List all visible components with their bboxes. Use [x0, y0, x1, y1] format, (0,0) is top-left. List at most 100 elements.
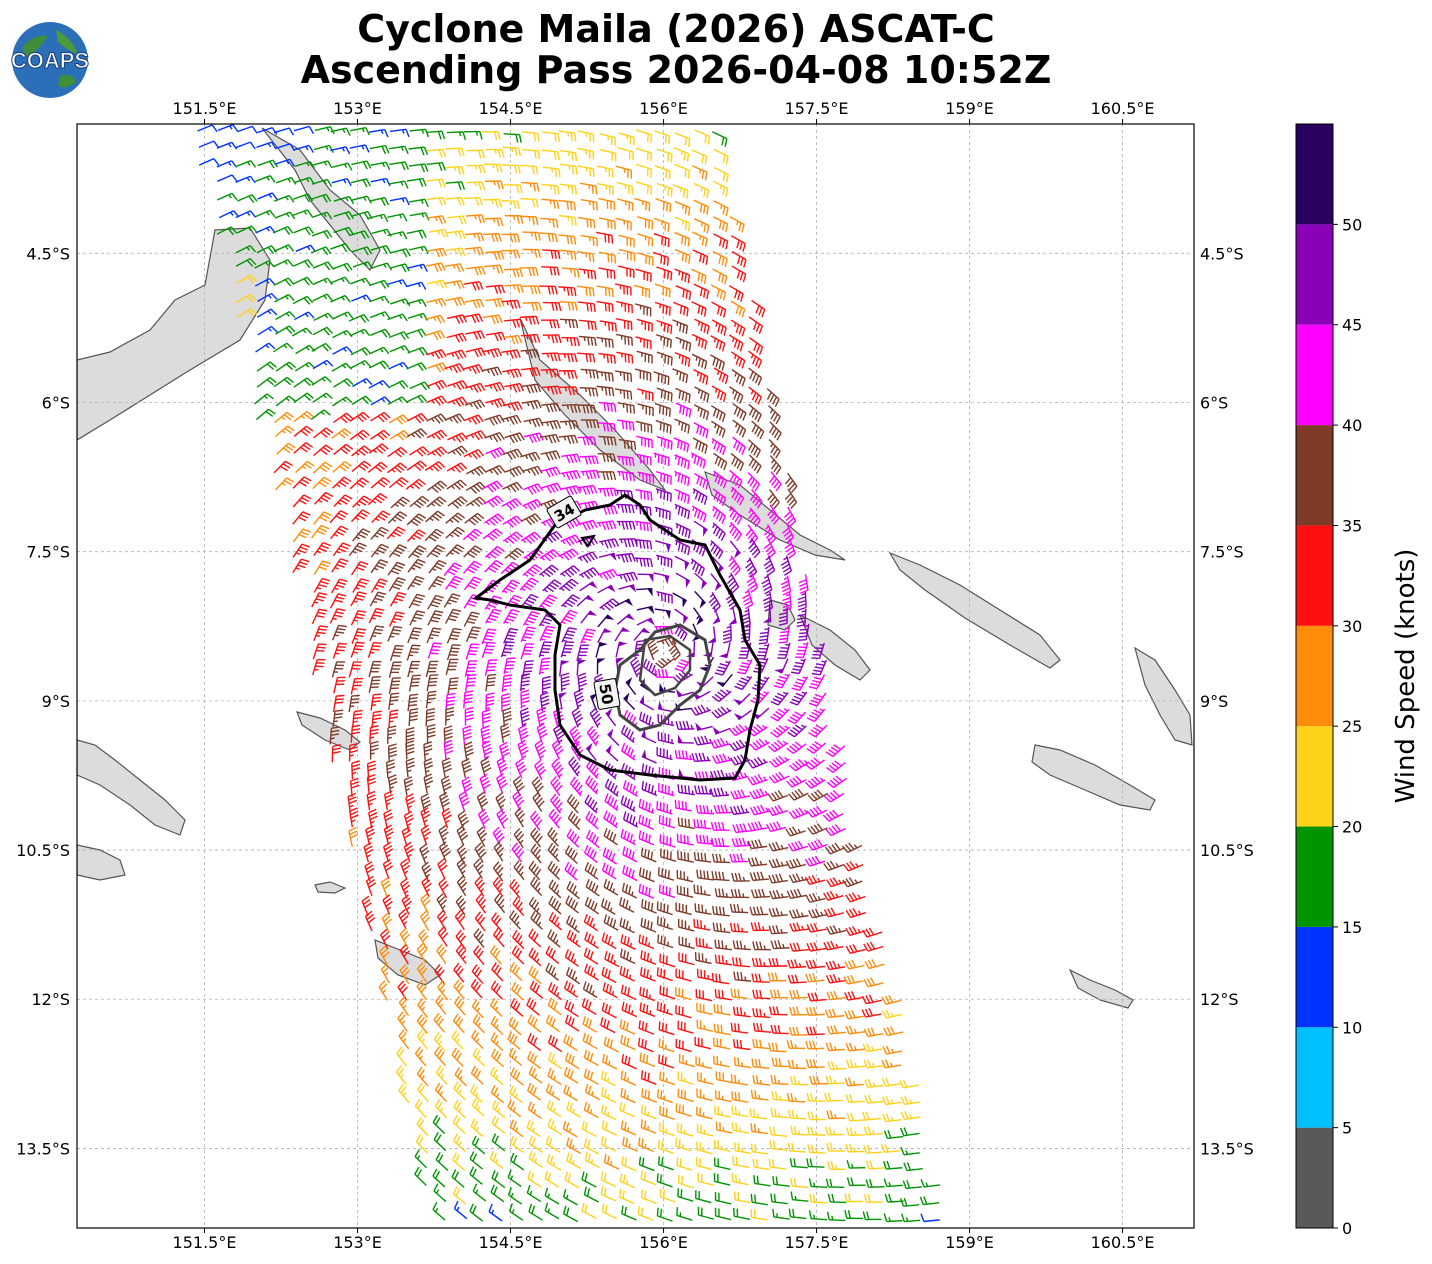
- wind-barb: [559, 386, 579, 396]
- wind-barb: [368, 346, 390, 355]
- wind-barb: [672, 301, 689, 317]
- lon-tick-top: 160.5°E: [1091, 99, 1155, 118]
- wind-barb: [368, 213, 389, 222]
- wind-barb: [712, 268, 728, 285]
- wind-barb: [502, 448, 523, 460]
- wind-barb: [598, 352, 616, 364]
- wind-barb: [520, 451, 541, 462]
- wind-barb: [656, 182, 673, 198]
- wind-barb: [274, 425, 295, 438]
- wind-barb: [273, 376, 294, 388]
- wind-barb: [635, 420, 653, 434]
- wind-barb: [371, 262, 393, 271]
- wind-barb: [445, 247, 466, 257]
- colorbar-bin: [1296, 1127, 1333, 1228]
- wind-barb: [558, 130, 577, 142]
- wind-barb: [522, 248, 541, 258]
- wind-barb: [618, 248, 636, 262]
- wind-barb: [691, 301, 707, 317]
- wind-barb: [332, 396, 353, 407]
- wind-barb: [387, 213, 408, 222]
- wind-barb: [485, 297, 505, 308]
- lat-tick-right: 4.5°S: [1200, 244, 1244, 263]
- wind-barb: [236, 225, 258, 234]
- wind-barb: [729, 469, 743, 489]
- wind-barb: [425, 130, 446, 140]
- wind-barb: [216, 160, 238, 168]
- wind-barb: [292, 295, 314, 305]
- wind-barb: [729, 216, 745, 233]
- wind-barb: [483, 163, 503, 173]
- wind-barb: [540, 450, 561, 461]
- wind-barb: [409, 495, 430, 509]
- colorbar-tick: 50: [1342, 215, 1362, 234]
- wind-barb: [292, 494, 312, 508]
- wind-barb: [426, 429, 448, 441]
- wind-barb: [254, 209, 276, 218]
- wind-barb: [367, 493, 388, 506]
- wind-barb: [444, 279, 465, 290]
- wind-barb: [405, 478, 426, 490]
- ocean: [77, 124, 1194, 1228]
- wind-barb: [637, 471, 655, 484]
- wind-barb: [426, 178, 446, 188]
- wind-barb: [520, 164, 539, 175]
- colorbar-bin: [1296, 826, 1333, 927]
- wind-barb: [447, 396, 468, 407]
- wind-barb: [504, 432, 525, 444]
- lat-tick-right: 9°S: [1200, 692, 1228, 711]
- wind-barb: [522, 148, 541, 160]
- wind-barb: [504, 268, 524, 278]
- wind-barb: [387, 462, 408, 474]
- wind-barb: [520, 267, 539, 277]
- wind-barb: [693, 182, 710, 199]
- wind-barb: [312, 261, 334, 271]
- wind-barb: [501, 200, 521, 209]
- wind-barb: [333, 443, 354, 455]
- wind-barb: [389, 345, 410, 353]
- lon-tick-top: 159°E: [945, 99, 994, 118]
- wind-barb: [730, 351, 746, 369]
- wind-barb: [635, 163, 652, 178]
- wind-barb: [615, 165, 633, 179]
- wind-barb: [580, 198, 598, 211]
- wind-barb: [426, 215, 447, 225]
- wind-barb: [693, 199, 709, 216]
- wind-barb: [254, 277, 276, 287]
- lat-tick-right: 10.5°S: [1200, 841, 1254, 860]
- wind-barb: [674, 488, 690, 504]
- wind-barb: [349, 230, 370, 240]
- wind-barb: [766, 388, 780, 407]
- wind-barb: [577, 130, 595, 143]
- wind-barb: [235, 293, 257, 304]
- wind-barb: [332, 461, 353, 473]
- wind-barb: [541, 352, 561, 362]
- colorbar-bin: [1296, 324, 1333, 426]
- wind-barb: [427, 247, 447, 258]
- wind-barb: [617, 470, 636, 482]
- wind-barb: [653, 233, 670, 248]
- wind-barb: [348, 313, 370, 323]
- wind-barb: [295, 460, 315, 474]
- wind-barb: [447, 131, 467, 140]
- wind-barb: [370, 161, 391, 171]
- wind-barb: [542, 166, 561, 178]
- wind-barb: [558, 199, 576, 211]
- wind-barb: [560, 485, 581, 496]
- wind-barb: [522, 483, 544, 495]
- wind-barb: [501, 299, 521, 309]
- wind-barb: [465, 265, 486, 276]
- wind-barb: [580, 469, 600, 480]
- wind-barb: [389, 145, 409, 155]
- wind-barb: [767, 489, 780, 510]
- wind-barb: [426, 395, 448, 406]
- wind-barb: [636, 435, 653, 449]
- wind-barb: [578, 301, 596, 313]
- wind-barb: [520, 215, 539, 226]
- wind-barb: [656, 319, 673, 334]
- wind-barb: [540, 466, 561, 478]
- wind-barb: [292, 476, 312, 489]
- wind-barb: [256, 361, 277, 372]
- wind-barb: [408, 163, 429, 173]
- wind-barb: [598, 197, 616, 211]
